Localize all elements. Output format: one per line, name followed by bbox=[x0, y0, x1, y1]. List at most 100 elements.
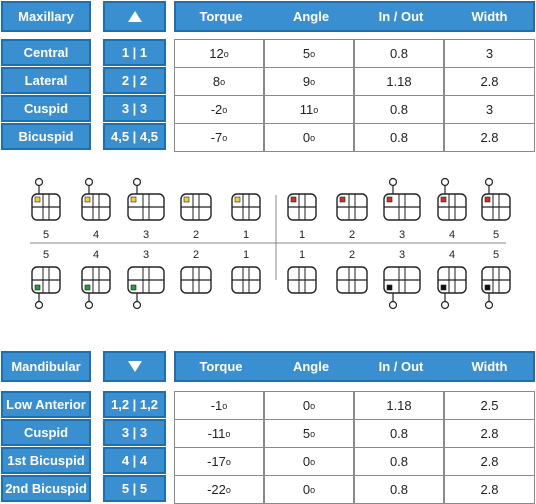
lower-color-marker bbox=[84, 284, 91, 291]
maxillary-cell-torque: -2 o bbox=[174, 95, 264, 124]
maxillary-cell-torque: 12 o bbox=[174, 39, 264, 68]
mandibular-row-teeth: 1,2 | 1,2 bbox=[103, 391, 166, 418]
mandibular-cell-inout: 0.8 bbox=[354, 447, 444, 476]
mandibular-value-width: 2.5 bbox=[480, 398, 499, 413]
lower-color-marker bbox=[440, 284, 447, 291]
maxillary-header-bar: Torque Angle In / Out Width bbox=[174, 1, 535, 32]
upper-tooth-number: 4 bbox=[93, 229, 99, 241]
maxillary-value-angle: 9 bbox=[302, 74, 311, 89]
mandibular-header-width: Width bbox=[471, 359, 508, 374]
maxillary-value-inout: 0.8 bbox=[389, 102, 409, 117]
mandibular-value-width: 2.8 bbox=[480, 482, 499, 497]
upper-tooth-number: 5 bbox=[43, 229, 49, 241]
mandibular-value-torque: -17 bbox=[207, 454, 226, 469]
mandibular-value-inout: 1.18 bbox=[386, 398, 412, 413]
upper-color-marker bbox=[440, 196, 447, 203]
mandibular-header-inout: In / Out bbox=[378, 359, 424, 374]
maxillary-value-width: 2.8 bbox=[480, 130, 499, 145]
upper-hook-ball bbox=[84, 177, 94, 187]
mandibular-row-teeth: 4 | 4 bbox=[103, 447, 166, 474]
maxillary-value-torque: 12 bbox=[209, 46, 224, 61]
maxillary-value-torque: -2 bbox=[210, 102, 223, 117]
mandibular-value-angle: 5 bbox=[302, 426, 311, 441]
upper-color-marker bbox=[484, 196, 491, 203]
mandibular-cell-inout: 1.18 bbox=[354, 391, 444, 420]
mandibular-row-name: Low Anterior bbox=[1, 391, 91, 418]
upper-hook-ball bbox=[440, 177, 450, 187]
lower-tooth-number: 3 bbox=[143, 249, 149, 261]
mandibular-value-angle: 0 bbox=[302, 398, 311, 413]
maxillary-cell-torque: -7 o bbox=[174, 123, 264, 152]
mandibular-cell-torque: -1 o bbox=[174, 391, 264, 420]
mandibular-value-inout: 0.8 bbox=[389, 426, 409, 441]
upper-tooth-number: 2 bbox=[193, 229, 199, 241]
maxillary-value-angle: 0 bbox=[302, 130, 311, 145]
maxillary-cell-width: 3 bbox=[444, 39, 535, 68]
mandibular-cell-inout: 0.8 bbox=[354, 419, 444, 448]
maxillary-value-width: 3 bbox=[485, 46, 494, 61]
mandibular-row-name: 1st Bicuspid bbox=[1, 447, 91, 474]
maxillary-value-width: 2.8 bbox=[480, 74, 499, 89]
mandibular-value-inout: 0.8 bbox=[389, 454, 409, 469]
maxillary-header-inout: In / Out bbox=[378, 9, 424, 24]
maxillary-toggle-button[interactable] bbox=[103, 1, 166, 32]
upper-tooth-number: 1 bbox=[243, 229, 249, 241]
upper-tooth-number: 5 bbox=[493, 229, 499, 241]
maxillary-value-torque: 8 bbox=[212, 74, 221, 89]
mandibular-cell-torque: -17 o bbox=[174, 447, 264, 476]
lower-tooth-number: 2 bbox=[349, 249, 355, 261]
maxillary-row-name: Bicuspid bbox=[1, 123, 91, 150]
lower-hook-ball bbox=[484, 300, 494, 310]
maxillary-cell-inout: 0.8 bbox=[354, 123, 444, 152]
upper-color-marker bbox=[84, 196, 91, 203]
maxillary-row-name: Lateral bbox=[1, 67, 91, 94]
maxillary-row-name: Central bbox=[1, 39, 91, 66]
maxillary-row-name: Cuspid bbox=[1, 95, 91, 122]
upper-color-marker bbox=[290, 196, 297, 203]
maxillary-value-torque: -7 bbox=[210, 130, 223, 145]
maxillary-value-inout: 0.8 bbox=[389, 46, 409, 61]
mandibular-toggle-button[interactable] bbox=[103, 351, 166, 382]
upper-tooth-number: 4 bbox=[449, 229, 455, 241]
upper-color-marker bbox=[130, 196, 137, 203]
lower-tooth-number: 4 bbox=[93, 249, 99, 261]
lower-tooth-number: 3 bbox=[399, 249, 405, 261]
maxillary-row-teeth: 4,5 | 4,5 bbox=[103, 123, 166, 150]
mandibular-value-torque: -22 bbox=[207, 482, 226, 497]
mandibular-cell-torque: -22 o bbox=[174, 475, 264, 504]
maxillary-cell-width: 3 bbox=[444, 95, 535, 124]
maxillary-header-angle: Angle bbox=[292, 9, 330, 24]
arrow-down-icon bbox=[127, 361, 142, 372]
upper-color-marker bbox=[386, 196, 393, 203]
upper-color-marker bbox=[34, 196, 41, 203]
maxillary-label: Maxillary bbox=[1, 1, 91, 32]
maxillary-value-angle: 11 bbox=[299, 102, 314, 117]
mandibular-row-name: Cuspid bbox=[1, 419, 91, 446]
maxillary-row-teeth: 2 | 2 bbox=[103, 67, 166, 94]
upper-tooth-number: 1 bbox=[299, 229, 305, 241]
maxillary-cell-inout: 1.18 bbox=[354, 67, 444, 96]
arrow-up-icon bbox=[127, 11, 142, 22]
mandibular-row-teeth: 5 | 5 bbox=[103, 475, 166, 502]
upper-color-marker bbox=[339, 196, 346, 203]
upper-tooth-number: 3 bbox=[143, 229, 149, 241]
lower-tooth-number: 1 bbox=[299, 249, 305, 261]
upper-color-marker bbox=[234, 196, 241, 203]
lower-hook-ball bbox=[440, 300, 450, 310]
lower-color-marker bbox=[34, 284, 41, 291]
upper-color-marker bbox=[183, 196, 190, 203]
upper-tooth-number: 2 bbox=[349, 229, 355, 241]
lower-color-marker bbox=[484, 284, 491, 291]
upper-hook-ball bbox=[388, 177, 398, 187]
mandibular-cell-torque: -11 o bbox=[174, 419, 264, 448]
mandibular-value-angle: 0 bbox=[302, 482, 311, 497]
maxillary-cell-width: 2.8 bbox=[444, 67, 535, 96]
mandibular-value-width: 2.8 bbox=[480, 426, 499, 441]
upper-hook-ball bbox=[34, 177, 44, 187]
upper-tooth-number: 3 bbox=[399, 229, 405, 241]
lower-tooth-number: 2 bbox=[193, 249, 199, 261]
